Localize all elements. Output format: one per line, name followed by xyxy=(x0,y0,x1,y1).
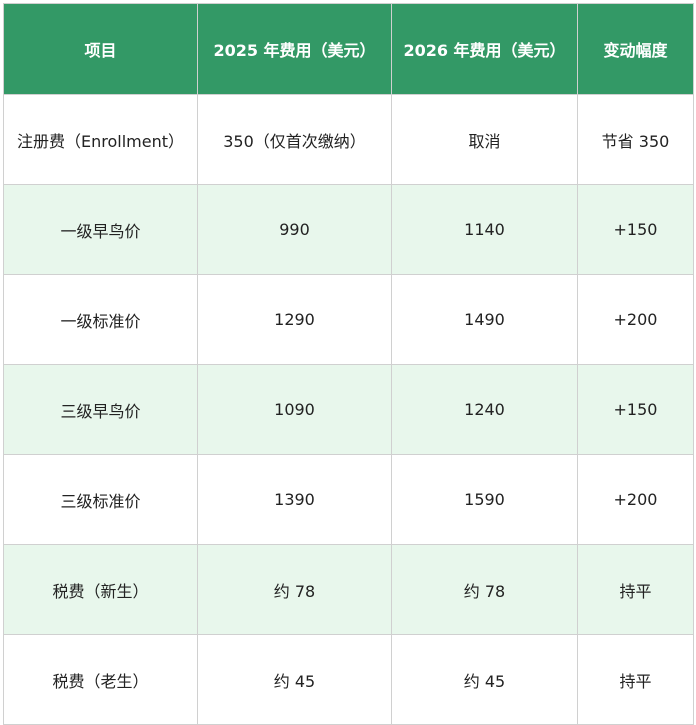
header-cell: 2025 年费用（美元） xyxy=(197,3,392,95)
table-cell: +150 xyxy=(577,364,694,455)
page: 项目 2025 年费用（美元） 2026 年费用（美元） 变动幅度 注册费（Enrol… xyxy=(0,3,696,725)
table-cell: 约 45 xyxy=(391,634,578,725)
table-row: 一级早鸟价 990 1140 +150 xyxy=(3,184,694,275)
table-cell: 三级标准价 xyxy=(3,454,198,545)
table-cell: 一级早鸟价 xyxy=(3,184,198,275)
table-cell: 税费（老生） xyxy=(3,634,198,725)
table-cell: +200 xyxy=(577,274,694,365)
table-row: 三级早鸟价 1090 1240 +150 xyxy=(3,364,694,455)
table-cell: 1590 xyxy=(391,454,578,545)
header-cell: 项目 xyxy=(3,3,198,95)
table-cell: 1490 xyxy=(391,274,578,365)
header-row: 项目 2025 年费用（美元） 2026 年费用（美元） 变动幅度 xyxy=(3,3,694,95)
table-cell: +200 xyxy=(577,454,694,545)
table-cell: 税费（新生） xyxy=(3,544,198,635)
table-cell: 1290 xyxy=(197,274,392,365)
header-cell: 2026 年费用（美元） xyxy=(391,3,578,95)
table-row: 注册费（Enrollment） 350（仅首次缴纳） 取消 节省 350 xyxy=(3,94,694,185)
table-row: 三级标准价 1390 1590 +200 xyxy=(3,454,694,545)
table-body: 注册费（Enrollment） 350（仅首次缴纳） 取消 节省 350 一级早鸟价 99… xyxy=(3,94,694,725)
fee-table: 项目 2025 年费用（美元） 2026 年费用（美元） 变动幅度 注册费（Enrol… xyxy=(3,3,694,725)
table-row: 一级标准价 1290 1490 +200 xyxy=(3,274,694,365)
table-cell: 990 xyxy=(197,184,392,275)
table-cell: 三级早鸟价 xyxy=(3,364,198,455)
table-cell: 350（仅首次缴纳） xyxy=(197,94,392,185)
table-cell: 取消 xyxy=(391,94,578,185)
table-cell: 约 45 xyxy=(197,634,392,725)
table-cell: 节省 350 xyxy=(577,94,694,185)
table-cell: 持平 xyxy=(577,634,694,725)
table-cell: 1390 xyxy=(197,454,392,545)
table-cell: 约 78 xyxy=(391,544,578,635)
table-cell: 1090 xyxy=(197,364,392,455)
table-cell: 一级标准价 xyxy=(3,274,198,365)
table-cell: 持平 xyxy=(577,544,694,635)
table-row: 税费（老生）约 45 约 45 持平 xyxy=(3,634,694,725)
table-cell: 约 78 xyxy=(197,544,392,635)
table-cell: 注册费（Enrollment） xyxy=(3,94,198,185)
table-cell: 1140 xyxy=(391,184,578,275)
table-row: 税费（新生）约 78 约 78 持平 xyxy=(3,544,694,635)
table-cell: 1240 xyxy=(391,364,578,455)
header-cell: 变动幅度 xyxy=(577,3,694,95)
table-cell: +150 xyxy=(577,184,694,275)
